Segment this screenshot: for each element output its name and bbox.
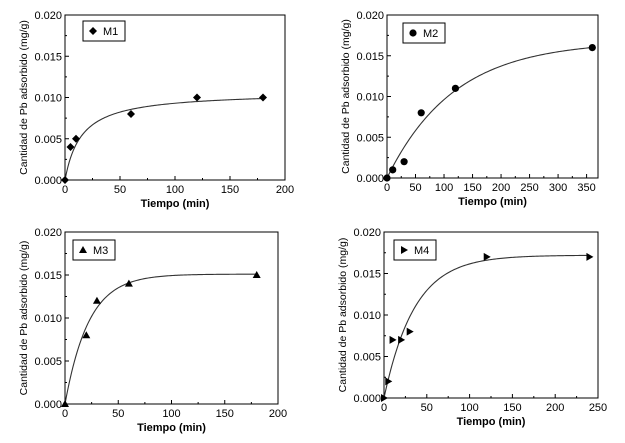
data-point bbox=[259, 93, 267, 102]
fit-curve bbox=[64, 97, 264, 181]
y-tick-label: 0.015 bbox=[356, 51, 384, 63]
x-tick-label: 0 bbox=[62, 184, 68, 196]
chart-panel-2: 0 50 100 150 200 250 300 350 0.000 0.005 0.010 0.01… bbox=[340, 10, 599, 208]
x-tick-label: 0 bbox=[384, 182, 390, 194]
legend-box bbox=[72, 239, 116, 261]
legend-box bbox=[393, 239, 437, 261]
x-tick-label: 100 bbox=[162, 408, 180, 420]
legend-label: M4 bbox=[414, 245, 429, 257]
x-axis-label: Tiempo (min) bbox=[137, 422, 206, 434]
chart-panel-1: 0 50 100 150 200 0.000 0.005 0.010 0.015 0.020 Tie… bbox=[18, 10, 294, 210]
data-point bbox=[72, 134, 80, 143]
x-tick-label: 100 bbox=[460, 402, 478, 414]
data-point bbox=[398, 335, 406, 344]
x-tick-label: 250 bbox=[520, 182, 538, 194]
data-point bbox=[389, 166, 397, 174]
legend-marker bbox=[409, 29, 417, 37]
data-point bbox=[61, 176, 69, 184]
y-tick-label: 0.005 bbox=[34, 356, 62, 368]
data-point bbox=[385, 377, 393, 386]
y-tick-label: 0.000 bbox=[34, 399, 62, 411]
x-tick-label: 0 bbox=[381, 402, 387, 414]
legend-marker bbox=[89, 27, 97, 35]
y-tick-label: 0.010 bbox=[34, 93, 62, 105]
legend-label: M2 bbox=[423, 28, 438, 40]
x-tick-label: 200 bbox=[492, 182, 510, 194]
fit-curve bbox=[383, 254, 589, 399]
x-tick-label: 200 bbox=[276, 184, 294, 196]
legend-box bbox=[402, 22, 446, 44]
x-tick-label: 250 bbox=[589, 402, 607, 414]
x-tick-label: 150 bbox=[216, 408, 234, 420]
y-tick-label: 0.005 bbox=[353, 352, 381, 364]
x-tick-label: 150 bbox=[503, 402, 521, 414]
y-tick-label: 0.000 bbox=[356, 173, 384, 185]
legend-label: M3 bbox=[93, 245, 108, 257]
y-tick-label: 0.020 bbox=[356, 10, 384, 22]
legend-box bbox=[82, 20, 126, 42]
y-tick-label: 0.010 bbox=[356, 92, 384, 104]
data-point bbox=[406, 327, 414, 336]
x-tick-label: 200 bbox=[546, 402, 564, 414]
y-axis-label: Cantidad de Pb adsorbido (mg/g) bbox=[18, 241, 30, 396]
x-tick-label: 50 bbox=[114, 184, 126, 196]
y-tick-label: 0.020 bbox=[34, 227, 62, 239]
y-tick-label: 0.015 bbox=[353, 269, 381, 281]
data-point bbox=[66, 143, 75, 151]
data-point bbox=[82, 331, 91, 339]
x-axis-label: Tiempo (min) bbox=[458, 196, 527, 208]
x-tick-label: 350 bbox=[577, 182, 595, 194]
fit-curve bbox=[386, 47, 592, 179]
y-tick-label: 0.015 bbox=[34, 270, 62, 282]
data-point bbox=[400, 158, 408, 166]
y-tick-label: 0.020 bbox=[353, 227, 381, 239]
y-tick-label: 0.015 bbox=[34, 51, 62, 63]
x-tick-label: 100 bbox=[166, 184, 184, 196]
y-tick-label: 0.010 bbox=[353, 310, 381, 322]
x-tick-label: 50 bbox=[409, 182, 421, 194]
data-point bbox=[193, 93, 201, 102]
y-axis-label: Cantidad de Pb adsorbido (mg/g) bbox=[337, 238, 349, 393]
y-tick-label: 0.005 bbox=[34, 134, 62, 146]
data-point bbox=[252, 271, 261, 278]
chart-panel-4: 0 50 100 150 200 250 0.000 0.005 0.010 0.015 0.020… bbox=[337, 227, 607, 428]
chart-panel-3: 0 50 100 150 200 0.000 0.005 0.010 0.015 0.020 Tie… bbox=[18, 227, 287, 434]
y-axis-label: Cantidad de Pb adsorbido (mg/g) bbox=[340, 19, 352, 174]
x-tick-label: 300 bbox=[549, 182, 567, 194]
x-tick-label: 150 bbox=[221, 184, 239, 196]
data-point bbox=[381, 394, 388, 402]
y-tick-label: 0.000 bbox=[34, 175, 62, 187]
data-point bbox=[586, 252, 594, 261]
x-tick-label: 100 bbox=[435, 182, 453, 194]
y-tick-label: 0.005 bbox=[356, 132, 384, 144]
legend-label: M1 bbox=[103, 26, 118, 38]
y-axis-label: Cantidad de Pb adsorbido (mg/g) bbox=[18, 20, 30, 175]
legend-marker bbox=[79, 246, 87, 253]
data-point bbox=[451, 84, 460, 92]
x-tick-label: 200 bbox=[269, 408, 287, 420]
data-point bbox=[383, 174, 391, 182]
x-tick-label: 50 bbox=[421, 402, 433, 414]
data-point bbox=[417, 109, 425, 117]
y-tick-label: 0.010 bbox=[34, 313, 62, 325]
data-point bbox=[389, 335, 397, 344]
x-axis-label: Tiempo (min) bbox=[457, 416, 526, 428]
x-tick-label: 0 bbox=[62, 408, 68, 420]
x-tick-label: 150 bbox=[463, 182, 481, 194]
data-point bbox=[61, 400, 69, 407]
data-point bbox=[588, 44, 596, 52]
data-point bbox=[483, 252, 491, 261]
x-axis-label: Tiempo (min) bbox=[141, 198, 210, 210]
legend-marker bbox=[401, 246, 408, 254]
data-point bbox=[92, 296, 101, 304]
data-point bbox=[124, 279, 133, 287]
y-tick-label: 0.000 bbox=[353, 393, 381, 405]
data-point bbox=[127, 110, 135, 118]
y-tick-label: 0.020 bbox=[34, 10, 62, 22]
x-tick-label: 50 bbox=[112, 408, 124, 420]
fit-curve bbox=[64, 273, 257, 405]
